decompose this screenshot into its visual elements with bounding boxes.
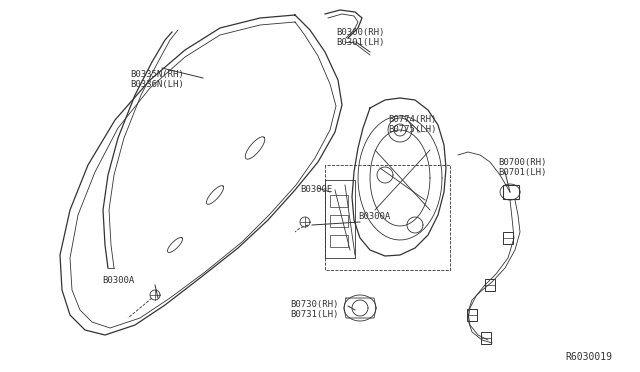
Bar — [330, 195, 348, 207]
Text: B0730(RH)
B0731(LH): B0730(RH) B0731(LH) — [290, 300, 339, 320]
Text: B0300A: B0300A — [358, 212, 390, 221]
Text: B0300(RH)
B0301(LH): B0300(RH) B0301(LH) — [336, 28, 385, 47]
Bar — [485, 279, 495, 291]
Bar — [503, 232, 513, 244]
Bar — [330, 235, 348, 247]
Text: B0300A: B0300A — [102, 276, 134, 285]
Text: R6030019: R6030019 — [565, 352, 612, 362]
Bar — [503, 185, 519, 199]
Bar — [467, 309, 477, 321]
Bar — [481, 332, 491, 344]
Text: B0300E: B0300E — [300, 185, 332, 194]
Bar — [330, 215, 348, 227]
Text: B0335N(RH)
B0336N(LH): B0335N(RH) B0336N(LH) — [130, 70, 184, 89]
Text: B0774(RH)
B0775(LH): B0774(RH) B0775(LH) — [388, 115, 436, 134]
Text: B0700(RH)
B0701(LH): B0700(RH) B0701(LH) — [498, 158, 547, 177]
